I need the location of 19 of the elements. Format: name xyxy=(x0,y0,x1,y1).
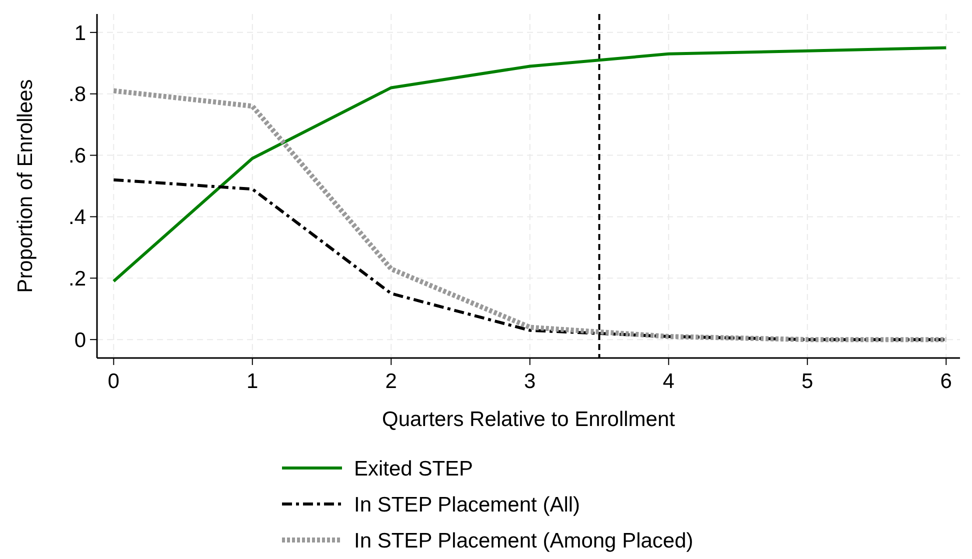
x-tick-label: 2 xyxy=(385,370,397,393)
y-tick-label: .4 xyxy=(68,206,86,230)
legend-label: Exited STEP xyxy=(354,457,474,480)
x-tick-label: 1 xyxy=(246,370,258,393)
y-tick-label: .2 xyxy=(68,267,86,290)
y-tick-label: .6 xyxy=(68,144,86,168)
x-tick-label: 0 xyxy=(108,370,120,393)
legend-label: In STEP Placement (Among Placed) xyxy=(354,529,694,552)
y-tick-label: 1 xyxy=(74,22,86,45)
line-series xyxy=(112,46,948,283)
y-axis-title: Proportion of Enrollees xyxy=(14,79,37,293)
x-axis-title: Quarters Relative to Enrollment xyxy=(382,408,676,431)
y-tick-label: .8 xyxy=(68,83,86,106)
y-tick-label: 0 xyxy=(74,328,86,352)
x-tick-label: 5 xyxy=(802,370,814,393)
x-tick-label: 6 xyxy=(940,370,952,393)
x-tick-label: 3 xyxy=(524,370,536,393)
x-tick-label: 4 xyxy=(662,370,675,393)
legend-label: In STEP Placement (All) xyxy=(354,493,580,516)
